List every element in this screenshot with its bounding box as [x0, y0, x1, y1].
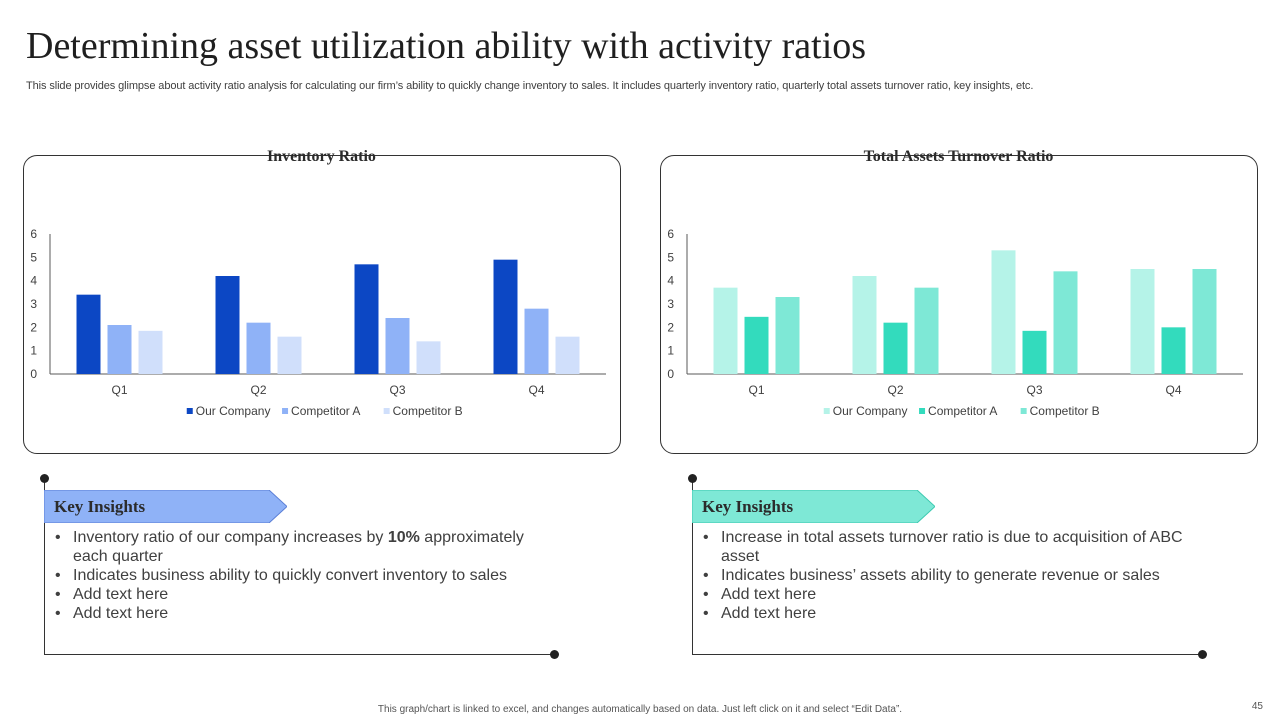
connector-dot [1198, 650, 1207, 659]
x-tick-label: Q2 [887, 383, 903, 397]
bar-competitor-b-q2[interactable] [277, 336, 302, 374]
connector-dot [40, 474, 49, 483]
x-tick-label: Q1 [111, 383, 127, 397]
legend-swatch [1020, 408, 1027, 414]
legend-swatch [383, 408, 390, 414]
insights-list: Increase in total assets turnover ratio … [702, 528, 1192, 623]
bar-competitor-a-q3[interactable] [385, 318, 410, 374]
key-insights-banner: Key Insights [692, 490, 935, 523]
banner-arrow-shape [44, 490, 287, 523]
y-tick-label: 6 [667, 227, 674, 241]
x-tick-label: Q4 [1165, 383, 1181, 397]
bar-competitor-a-q4[interactable] [1161, 327, 1186, 374]
bar-our-company-q1[interactable] [713, 287, 738, 374]
legend-label: Competitor B [393, 404, 463, 418]
list-item: Increase in total assets turnover ratio … [702, 528, 1192, 566]
insight-text: approximately each quarter [73, 529, 524, 565]
list-item: Indicates business ability to quickly co… [54, 566, 544, 585]
x-tick-label: Q1 [748, 383, 764, 397]
legend-label: Competitor A [928, 404, 997, 418]
bar-competitor-a-q1[interactable] [744, 316, 769, 374]
connector-line [692, 654, 1203, 655]
footer-note: This graph/chart is linked to excel, and… [377, 704, 903, 715]
bar-our-company-q1[interactable] [76, 294, 101, 374]
slide-subtitle: This slide provides glimpse about activi… [26, 80, 1034, 92]
bar-our-company-q4[interactable] [1130, 269, 1155, 374]
bar-competitor-b-q2[interactable] [914, 287, 939, 374]
bar-our-company-q3[interactable] [354, 264, 379, 374]
y-tick-label: 1 [30, 344, 37, 358]
bar-competitor-a-q3[interactable] [1022, 330, 1047, 374]
x-tick-label: Q2 [250, 383, 266, 397]
y-tick-label: 4 [30, 274, 37, 288]
bar-competitor-b-q3[interactable] [1053, 271, 1078, 374]
key-insights-left: Key Insights Inventory ratio of our comp… [38, 474, 559, 659]
insight-highlight: 10% [387, 529, 420, 546]
y-tick-label: 5 [30, 250, 37, 264]
inventory-ratio-panel [23, 155, 621, 454]
y-tick-label: 2 [667, 320, 674, 334]
legend-label: Our Company [833, 404, 908, 418]
bar-competitor-a-q4[interactable] [524, 308, 549, 374]
key-insights-right: Key Insights Increase in total assets tu… [686, 474, 1207, 659]
insight-text: Inventory ratio of our company increases… [73, 529, 388, 546]
bar-competitor-a-q1[interactable] [107, 325, 132, 374]
connector-line [44, 654, 555, 655]
legend-label: Competitor A [291, 404, 360, 418]
legend-label: Our Company [196, 404, 271, 418]
bar-competitor-b-q4[interactable] [1192, 269, 1217, 374]
key-insights-heading: Key Insights [54, 497, 146, 516]
bar-competitor-a-q2[interactable] [246, 322, 271, 374]
assets-turnover-panel [660, 155, 1258, 454]
y-tick-label: 5 [667, 250, 674, 264]
bar-our-company-q4[interactable] [493, 259, 518, 374]
page-number: 45 [1251, 701, 1263, 712]
inventory-ratio-title: Inventory Ratio [267, 147, 376, 165]
bar-competitor-b-q3[interactable] [416, 341, 441, 374]
y-tick-label: 0 [667, 367, 674, 381]
legend-label: Competitor B [1030, 404, 1100, 418]
key-insights-heading: Key Insights [702, 497, 794, 516]
key-insights-banner: Key Insights [44, 490, 287, 523]
bar-competitor-b-q1[interactable] [775, 297, 800, 374]
x-tick-label: Q3 [389, 383, 405, 397]
legend-swatch [919, 408, 926, 414]
legend-swatch [823, 408, 830, 414]
y-tick-label: 4 [667, 274, 674, 288]
list-item[interactable]: Add text here [702, 585, 1192, 604]
y-tick-label: 3 [30, 297, 37, 311]
legend-swatch [282, 408, 289, 414]
y-tick-label: 2 [30, 320, 37, 334]
list-item: Indicates business’ assets ability to ge… [702, 566, 1192, 585]
legend-swatch [186, 408, 193, 414]
bar-competitor-a-q2[interactable] [883, 322, 908, 374]
list-item: Inventory ratio of our company increases… [54, 528, 544, 566]
bar-our-company-q2[interactable] [852, 276, 877, 374]
banner-arrow-shape [692, 490, 935, 523]
y-tick-label: 0 [30, 367, 37, 381]
list-item[interactable]: Add text here [702, 604, 1192, 623]
list-item[interactable]: Add text here [54, 604, 544, 623]
insights-list: Inventory ratio of our company increases… [54, 528, 544, 623]
connector-dot [688, 474, 697, 483]
x-tick-label: Q4 [528, 383, 544, 397]
bar-our-company-q3[interactable] [991, 250, 1016, 374]
bar-competitor-b-q4[interactable] [555, 336, 580, 374]
assets-turnover-title: Total Assets Turnover Ratio [863, 147, 1054, 165]
y-tick-label: 6 [30, 227, 37, 241]
inventory-ratio-chart[interactable]: 0 1 2 3 4 5 6 Q1 Q2 Q3 Q4 Our Company Competitor A Co… [23, 220, 621, 435]
list-item[interactable]: Add text here [54, 585, 544, 604]
assets-turnover-chart[interactable]: 0 1 2 3 4 5 6 Q1 Q2 Q3 Q4 Our Company Competitor A Co… [660, 220, 1258, 435]
bar-our-company-q2[interactable] [215, 276, 240, 374]
y-tick-label: 1 [667, 344, 674, 358]
connector-line [44, 478, 45, 654]
connector-dot [550, 650, 559, 659]
x-tick-label: Q3 [1026, 383, 1042, 397]
bar-competitor-b-q1[interactable] [138, 330, 163, 374]
y-tick-label: 3 [667, 297, 674, 311]
connector-line [692, 478, 693, 654]
slide-title: Determining asset utilization ability wi… [26, 25, 867, 67]
